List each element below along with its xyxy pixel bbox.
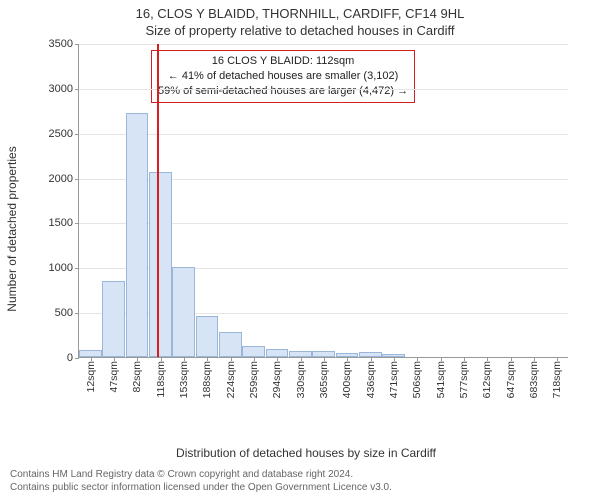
x-tick: 612sqm (481, 357, 493, 398)
bar (336, 353, 359, 357)
y-tick: 3000 (49, 83, 79, 95)
bar (172, 267, 195, 357)
bar (359, 352, 382, 357)
x-axis-label: Distribution of detached houses by size … (176, 446, 436, 460)
y-tick: 1000 (49, 262, 79, 274)
x-tick: 188sqm (201, 357, 213, 398)
x-tick: 436sqm (365, 357, 377, 398)
x-tick: 400sqm (341, 357, 353, 398)
x-tick: 118sqm (155, 357, 167, 398)
x-tick: 577sqm (458, 357, 470, 398)
title-sub: Size of property relative to detached ho… (0, 23, 600, 38)
x-tick: 506sqm (411, 357, 423, 398)
footer-line1: Contains HM Land Registry data © Crown c… (10, 468, 392, 481)
footer: Contains HM Land Registry data © Crown c… (10, 468, 392, 494)
y-tick: 2000 (49, 173, 79, 185)
bar (219, 332, 242, 357)
y-tick: 500 (55, 307, 79, 319)
x-tick: 153sqm (178, 357, 190, 398)
gridline (79, 134, 568, 135)
y-tick: 3500 (49, 38, 79, 50)
x-tick: 471sqm (388, 357, 400, 398)
bar (289, 351, 312, 357)
y-axis-label: Number of detached properties (5, 146, 19, 311)
x-tick: 647sqm (505, 357, 517, 398)
bar (382, 354, 405, 357)
y-tick: 2500 (49, 128, 79, 140)
y-tick: 1500 (49, 217, 79, 229)
x-tick: 330sqm (295, 357, 307, 398)
x-tick: 683sqm (528, 357, 540, 398)
annotation-line: ← 41% of detached houses are smaller (3,… (158, 69, 408, 84)
marker-line (157, 44, 159, 357)
bar (79, 350, 102, 357)
annotation-box: 16 CLOS Y BLAIDD: 112sqm← 41% of detache… (151, 50, 415, 103)
y-tick: 0 (67, 352, 79, 364)
x-tick: 541sqm (435, 357, 447, 398)
x-tick: 365sqm (318, 357, 330, 398)
x-tick: 259sqm (248, 357, 260, 398)
gridline (79, 44, 568, 45)
bar (242, 346, 265, 357)
bar (312, 351, 335, 357)
annotation-line: 16 CLOS Y BLAIDD: 112sqm (158, 54, 408, 69)
title-block: 16, CLOS Y BLAIDD, THORNHILL, CARDIFF, C… (0, 0, 600, 38)
annotation-line: 59% of semi-detached houses are larger (… (158, 84, 408, 99)
x-tick: 224sqm (225, 357, 237, 398)
x-tick: 718sqm (551, 357, 563, 398)
title-main: 16, CLOS Y BLAIDD, THORNHILL, CARDIFF, C… (0, 6, 600, 21)
bar (266, 349, 289, 357)
bar (196, 316, 219, 357)
footer-line2: Contains public sector information licen… (10, 481, 392, 494)
x-tick: 12sqm (85, 357, 97, 393)
bar (149, 172, 172, 357)
bar (102, 281, 125, 357)
plot-area: 16 CLOS Y BLAIDD: 112sqm← 41% of detache… (78, 44, 568, 358)
x-tick: 47sqm (108, 357, 120, 393)
bar (126, 113, 149, 357)
chart: Number of detached properties 16 CLOS Y … (36, 44, 576, 414)
gridline (79, 89, 568, 90)
x-tick: 82sqm (131, 357, 143, 393)
x-tick: 294sqm (271, 357, 283, 398)
